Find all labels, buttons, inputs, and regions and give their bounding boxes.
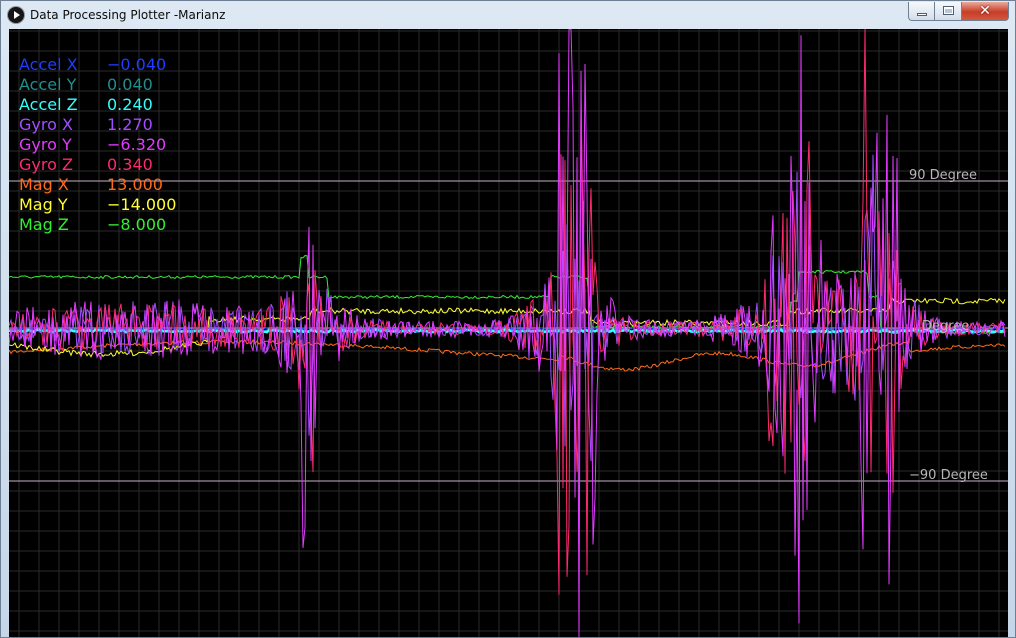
legend-row-mag-x: Mag X 13.000 bbox=[19, 175, 219, 195]
close-icon: ✕ bbox=[979, 3, 991, 19]
legend-value: −0.040 bbox=[107, 55, 167, 74]
legend: Accel X −0.040 Accel Y 0.040 Accel Z 0.2… bbox=[19, 55, 219, 235]
legend-row-accel-z: Accel Z 0.240 bbox=[19, 95, 219, 115]
legend-label: Accel Y bbox=[19, 75, 77, 94]
sensor-plot bbox=[9, 29, 1008, 637]
minimize-button[interactable] bbox=[908, 2, 935, 21]
legend-label: Mag Z bbox=[19, 215, 69, 234]
play-circle-icon[interactable] bbox=[8, 7, 24, 23]
signal-traces bbox=[9, 29, 1006, 637]
reference-label-minus-90: −90 Degree bbox=[909, 468, 988, 483]
window-title: Data Processing Plotter -Marianz bbox=[30, 8, 226, 22]
minimize-icon bbox=[917, 13, 927, 16]
legend-label: Mag X bbox=[19, 175, 69, 194]
legend-value: 0.340 bbox=[107, 155, 153, 174]
trace-gyro-z bbox=[9, 29, 1006, 595]
maximize-button[interactable] bbox=[935, 2, 962, 21]
legend-value: 13.000 bbox=[107, 175, 163, 194]
legend-row-gyro-z: Gyro Z 0.340 bbox=[19, 155, 219, 175]
legend-value: −14.000 bbox=[107, 195, 177, 214]
legend-row-mag-y: Mag Y −14.000 bbox=[19, 195, 219, 215]
legend-label: Gyro Z bbox=[19, 155, 73, 174]
trace-gyro-y bbox=[9, 29, 1006, 637]
legend-label: Gyro Y bbox=[19, 135, 72, 154]
window-controls: ✕ bbox=[908, 2, 1009, 21]
legend-value: −8.000 bbox=[107, 215, 167, 234]
legend-label: Mag Y bbox=[19, 195, 68, 214]
legend-value: −6.320 bbox=[107, 135, 167, 154]
legend-label: Accel Z bbox=[19, 95, 78, 114]
legend-row-accel-y: Accel Y 0.040 bbox=[19, 75, 219, 95]
title-bar[interactable]: Data Processing Plotter -Marianz ✕ bbox=[1, 1, 1015, 29]
trace-mag-y bbox=[9, 297, 1006, 358]
legend-value: 0.040 bbox=[107, 75, 153, 94]
legend-row-gyro-y: Gyro Y −6.320 bbox=[19, 135, 219, 155]
close-button[interactable]: ✕ bbox=[962, 2, 1009, 21]
legend-label: Gyro X bbox=[19, 115, 73, 134]
plot-area: Accel X −0.040 Accel Y 0.040 Accel Z 0.2… bbox=[9, 29, 1008, 637]
legend-row-mag-z: Mag Z −8.000 bbox=[19, 215, 219, 235]
legend-row-gyro-x: Gyro X 1.270 bbox=[19, 115, 219, 135]
reference-label-90: 90 Degree bbox=[909, 168, 977, 183]
legend-value: 0.240 bbox=[107, 95, 153, 114]
legend-label: Accel X bbox=[19, 55, 78, 74]
legend-row-accel-x: Accel X −0.040 bbox=[19, 55, 219, 75]
reference-label-0: Degree bbox=[922, 319, 970, 334]
trace-mag-z bbox=[9, 254, 1006, 335]
maximize-icon bbox=[943, 6, 954, 15]
legend-value: 1.270 bbox=[107, 115, 153, 134]
